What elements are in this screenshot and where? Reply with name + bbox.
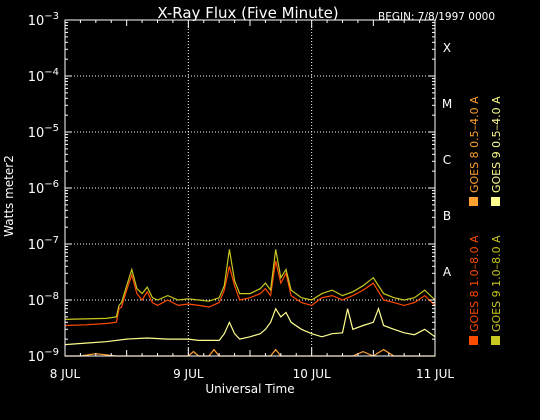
legend-swatch [469, 336, 478, 345]
y-tick-label: 10−6 [28, 179, 59, 197]
x-tick-label: 9 JUL [173, 367, 204, 381]
series-line [64, 249, 436, 320]
y-tick-label: 10−7 [28, 235, 59, 253]
flare-class-label: C [443, 153, 451, 167]
legend-label: GOES 8 0.5–4.0 A [468, 96, 481, 193]
y-axis-label: Watts meter2 [2, 155, 16, 237]
legend: GOES 8 1.0–8.0 A GOES 8 0.5–4.0 A GOES 9 1… [468, 96, 503, 345]
legend-label: GOES 9 0.5–4.0 A [490, 96, 503, 193]
x-tick-label: 10 JUL [293, 367, 331, 381]
series-line [64, 306, 436, 346]
legend-label: GOES 9 1.0–8.0 A [490, 235, 503, 332]
flare-class-label: A [443, 265, 452, 279]
x-tick-label: 8 JUL [50, 367, 81, 381]
legend-swatch [491, 336, 500, 345]
flare-class-label: B [443, 209, 451, 223]
ticks [64, 19, 436, 357]
y-tick-label: 10−4 [28, 67, 59, 85]
y-tick-label: 10−8 [28, 291, 59, 309]
flare-class-label: M [442, 97, 452, 111]
y-tick-label: 10−3 [28, 11, 59, 29]
legend-swatch [491, 197, 500, 206]
legend-swatch [469, 197, 478, 206]
chart-title: X-Ray Flux (Five Minute) [157, 4, 338, 22]
tick-labels: 10−9 10−8 10−7 10−6 10−5 10−4 10−3 8 JUL 9 JUL 10… [28, 11, 455, 381]
begin-label: BEGIN: 7/8/1997 0000 [378, 11, 495, 23]
flare-class-label: X [443, 41, 451, 55]
series-line [64, 260, 436, 327]
legend-label: GOES 8 1.0–8.0 A [468, 235, 481, 332]
y-tick-label: 10−9 [28, 347, 59, 365]
y-tick-label: 10−5 [28, 123, 59, 141]
x-tick-label: 11 JUL [416, 367, 454, 381]
x-axis-label: Universal Time [205, 382, 294, 396]
